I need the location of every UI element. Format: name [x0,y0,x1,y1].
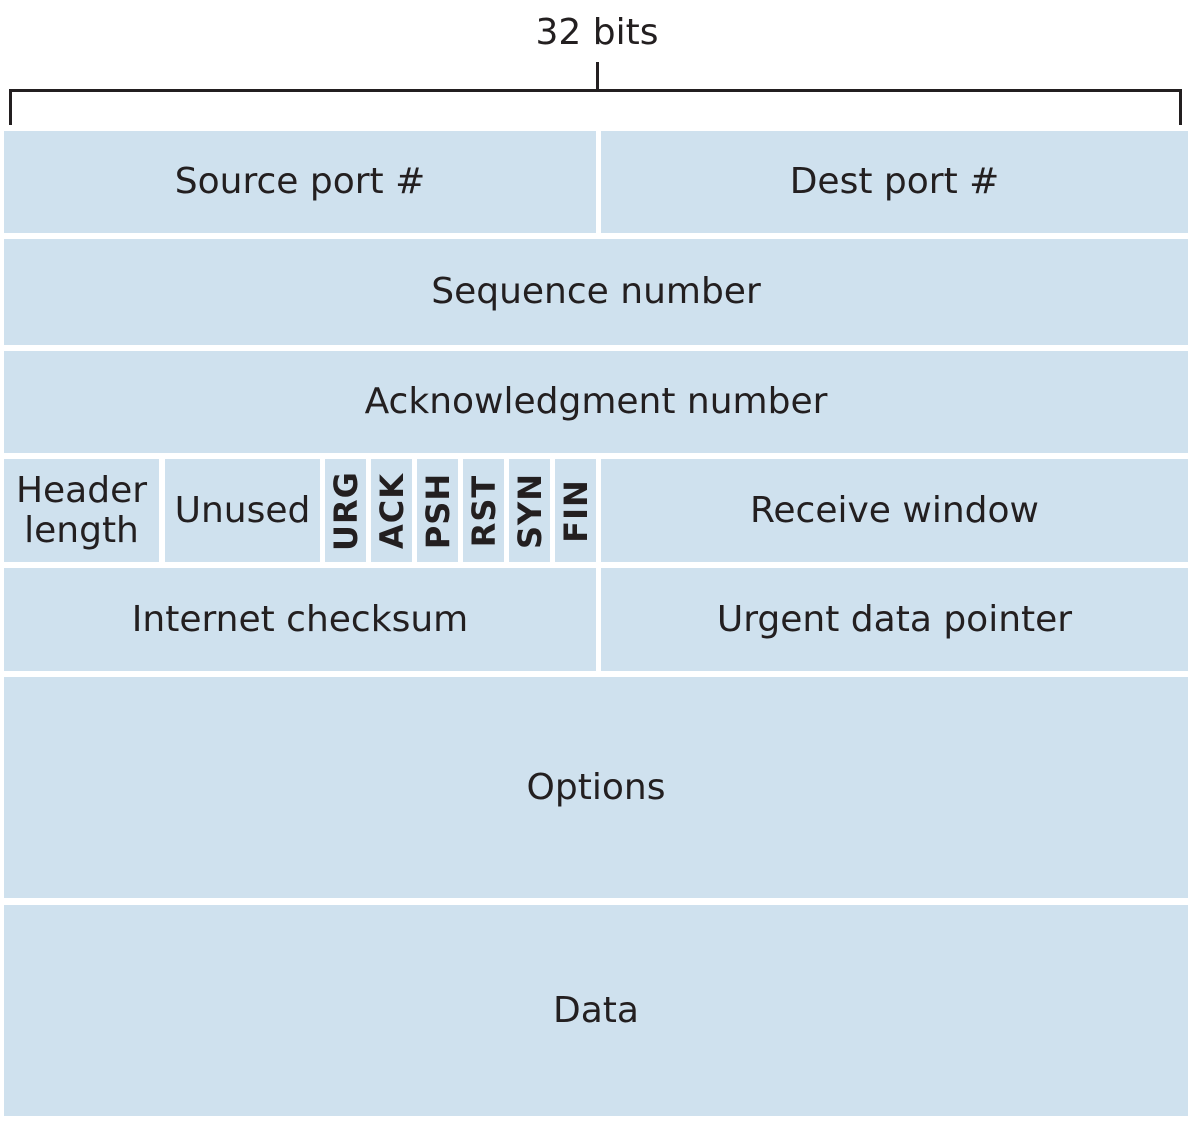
header-length-field: Header length [4,459,159,562]
flag-urg-label: URG [326,470,365,551]
receive-window-field: Receive window [601,459,1188,562]
flag-rst: RST [463,459,504,562]
width-label: 32 bits [535,12,659,53]
options-label: Options [526,766,666,808]
dest-port-label: Dest port # [789,161,1000,202]
data-label: Data [553,989,639,1031]
urgent-data-pointer-label: Urgent data pointer [716,598,1073,640]
urgent-data-pointer-field: Urgent data pointer [601,568,1188,671]
width-bracket [9,89,1182,92]
flag-psh: PSH [417,459,458,562]
flag-ack-label: ACK [372,472,411,549]
unused-label: Unused [174,489,311,531]
source-port-field: Source port # [4,131,596,233]
acknowledgment-number-label: Acknowledgment number [364,381,828,422]
flag-ack: ACK [371,459,412,562]
unused-field: Unused [165,459,320,562]
width-bracket-left-tick [9,89,12,125]
acknowledgment-number-field: Acknowledgment number [4,351,1188,453]
dest-port-field: Dest port # [601,131,1188,233]
width-bracket-center-tick [596,62,599,91]
receive-window-label: Receive window [750,489,1039,531]
internet-checksum-field: Internet checksum [4,568,596,671]
flag-syn-label: SYN [510,472,549,549]
source-port-label: Source port # [174,161,426,202]
flag-psh-label: PSH [418,472,457,549]
flag-rst-label: RST [464,474,503,547]
data-field: Data [4,905,1188,1116]
width-bracket-right-tick [1179,89,1182,125]
flag-syn: SYN [509,459,550,562]
header-length-label: Header length [15,469,148,551]
options-field: Options [4,677,1188,898]
sequence-number-label: Sequence number [431,271,761,312]
flag-fin-label: FIN [556,478,595,543]
flag-urg: URG [325,459,366,562]
internet-checksum-label: Internet checksum [131,598,469,640]
sequence-number-field: Sequence number [4,239,1188,345]
flag-fin: FIN [555,459,596,562]
